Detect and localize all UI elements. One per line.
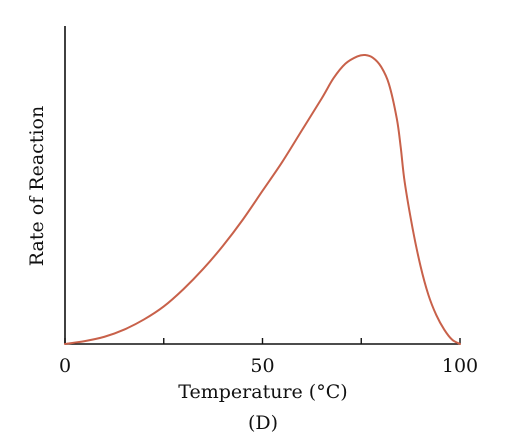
chart-caption: (D) bbox=[248, 412, 278, 434]
x-ticks: 0 50 100 bbox=[59, 338, 478, 377]
x-tick-label: 100 bbox=[442, 355, 478, 377]
axes bbox=[64, 26, 460, 345]
series-layer bbox=[64, 53, 461, 345]
rate-curve bbox=[64, 53, 461, 345]
x-axis-label: Temperature (°C) bbox=[178, 381, 347, 403]
labels: Temperature (°C) Rate of Reaction (D) bbox=[26, 106, 348, 434]
x-tick-label: 50 bbox=[250, 355, 274, 377]
y-axis-label: Rate of Reaction bbox=[26, 106, 48, 266]
x-tick-label: 0 bbox=[59, 355, 71, 377]
